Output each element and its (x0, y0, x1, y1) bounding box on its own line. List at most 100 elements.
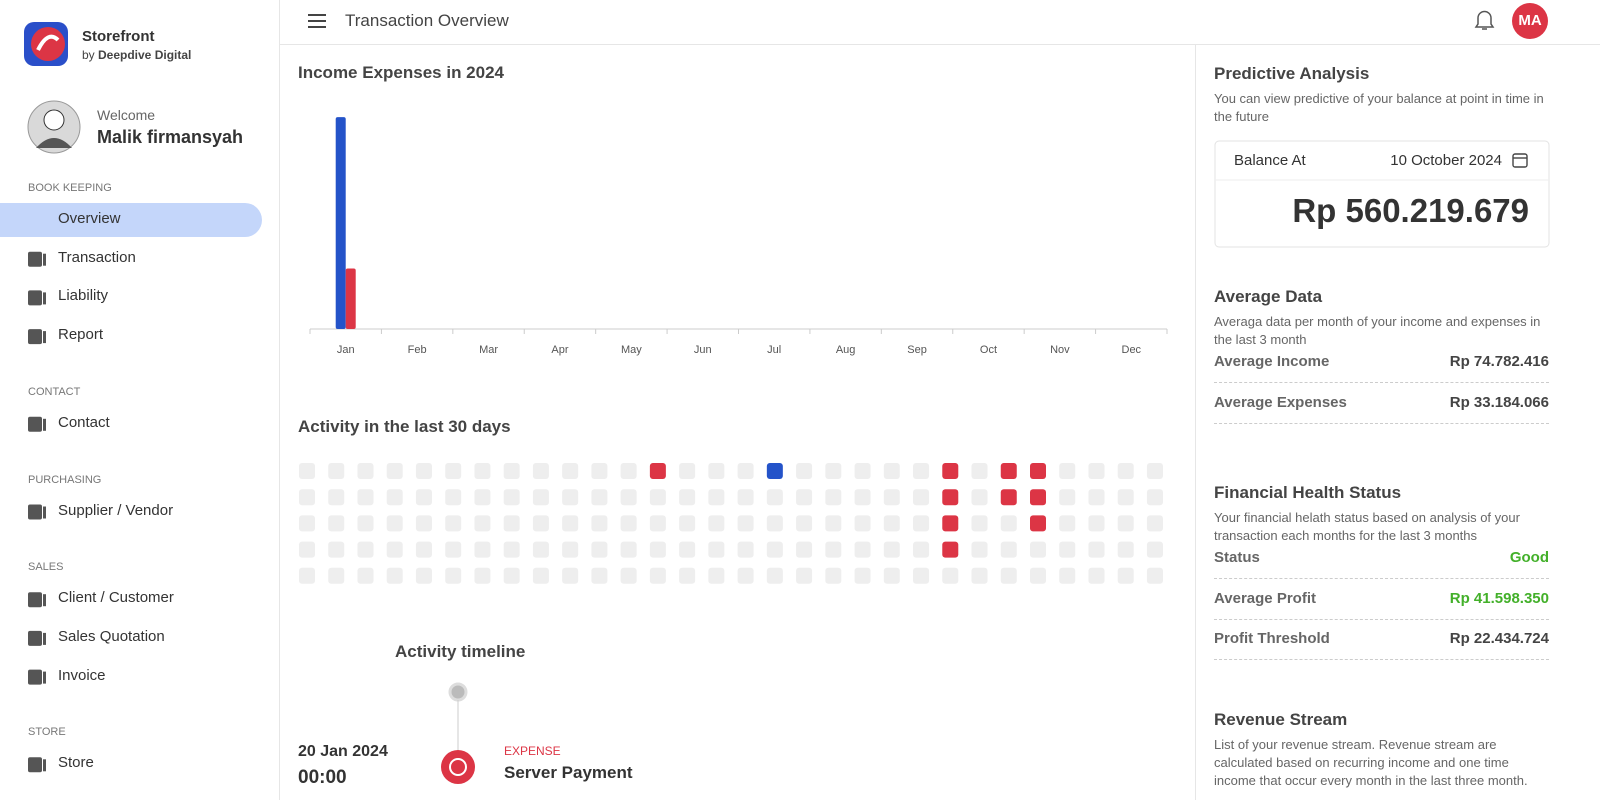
activity-cell (328, 515, 345, 532)
activity-cell (299, 463, 315, 479)
nav-item[interactable]: Supplier / Vendor (58, 501, 174, 519)
activity-cell (357, 463, 374, 479)
row-label: Status (1214, 549, 1260, 566)
activity-cell (415, 489, 432, 506)
activity-cell (854, 463, 871, 479)
header-bar (280, 0, 1600, 45)
x-tick-label: Nov (1050, 344, 1070, 356)
section-title: Revenue Stream (1214, 710, 1348, 729)
activity-cell (620, 463, 637, 479)
activity-cell (679, 567, 696, 584)
activity-cell (913, 515, 930, 532)
row-divider (1214, 618, 1549, 620)
section-title: Financial Health Status (1214, 483, 1402, 502)
event-icon (441, 750, 475, 784)
row-value: Rp 22.434.724 (1449, 630, 1549, 648)
activity-cell (913, 567, 930, 584)
activity-cell (825, 463, 842, 479)
activity-cell (971, 489, 988, 506)
section-title: STORE (28, 726, 66, 739)
section-description: Averaga data per month of your income an… (1214, 314, 1541, 347)
activity-cell (942, 463, 959, 479)
activity-cell (532, 463, 549, 479)
event-time: 00:00 (298, 767, 347, 788)
activity-cell (825, 567, 842, 584)
activity-cell (299, 541, 315, 558)
timeline-title: Activity timeline (395, 642, 526, 661)
activity-cell (1030, 567, 1046, 584)
activity-cell (1059, 489, 1076, 506)
activity-cell (562, 489, 579, 506)
activity-cell (562, 515, 579, 532)
activity-cell (386, 541, 403, 558)
activity-cell (1030, 515, 1046, 532)
activity-cell (1030, 541, 1046, 558)
activity-cell (708, 515, 725, 532)
sidebar (0, 0, 280, 800)
nav-item[interactable]: Sales Quotation (58, 627, 165, 645)
x-tick-label: Aug (836, 344, 856, 356)
activity-cell (649, 489, 666, 506)
activity-cell (796, 567, 813, 584)
row-label: Average Expenses (1214, 393, 1347, 411)
activity-cell (883, 515, 900, 532)
activity-cell (796, 541, 813, 558)
nav-item[interactable]: Contact (58, 413, 110, 431)
activity-cell (299, 567, 315, 584)
nav-item[interactable]: Client / Customer (58, 589, 174, 607)
activity-cell (620, 541, 637, 558)
activity-cell (299, 489, 315, 506)
activity-cell (503, 463, 520, 479)
activity-cell (1088, 541, 1105, 558)
activity-cell (766, 515, 783, 532)
activity-cell (1000, 515, 1017, 532)
activity-cell (386, 515, 403, 532)
activity-cell (854, 489, 871, 506)
x-tick-label: Apr (551, 344, 568, 356)
nav-item[interactable]: Overview (58, 210, 121, 227)
brand-name: Storefront (82, 28, 155, 45)
activity-cell (474, 567, 491, 584)
avatar-initials[interactable]: MA (1518, 12, 1542, 29)
activity-cell (357, 541, 374, 558)
activity-cell (474, 463, 491, 479)
activity-cell (796, 463, 813, 479)
activity-cell (357, 515, 374, 532)
activity-cell (328, 489, 345, 506)
activity-cell (708, 463, 725, 479)
activity-cell (1088, 515, 1105, 532)
activity-cell (445, 567, 462, 584)
right-panel (1195, 45, 1600, 800)
nav-item[interactable]: Report (58, 326, 104, 344)
row-label: Profit Threshold (1214, 630, 1330, 648)
activity-cell (357, 567, 374, 584)
activity-cell (328, 541, 345, 558)
activity-cell (766, 541, 783, 558)
section-title: Average Data (1214, 287, 1323, 306)
nav-item[interactable]: Liability (58, 287, 109, 305)
event-label: Server Payment (504, 763, 633, 782)
activity-cell (971, 541, 988, 558)
activity-cell (1117, 567, 1134, 584)
nav-item[interactable]: Transaction (58, 248, 136, 266)
activity-cell (445, 541, 462, 558)
activity-cell (532, 541, 549, 558)
nav-item[interactable]: Invoice (58, 666, 106, 684)
activity-cell (1000, 567, 1017, 584)
activity-cell (591, 515, 608, 532)
x-tick-label: Jan (337, 344, 355, 356)
activity-cell (766, 489, 783, 506)
activity-cell (737, 567, 754, 584)
nav-item[interactable]: Store (58, 754, 94, 772)
activity-cell (474, 489, 491, 506)
section-title: SALES (28, 561, 64, 574)
activity-cell (386, 489, 403, 506)
activity-cell (562, 463, 579, 479)
activity-cell (883, 489, 900, 506)
balance-date: 10 October 2024 (1390, 152, 1502, 169)
activity-cell (708, 541, 725, 558)
activity-cell (942, 489, 959, 506)
activity-cell (1146, 567, 1163, 584)
chart-title: Income Expenses in 2024 (298, 63, 504, 82)
